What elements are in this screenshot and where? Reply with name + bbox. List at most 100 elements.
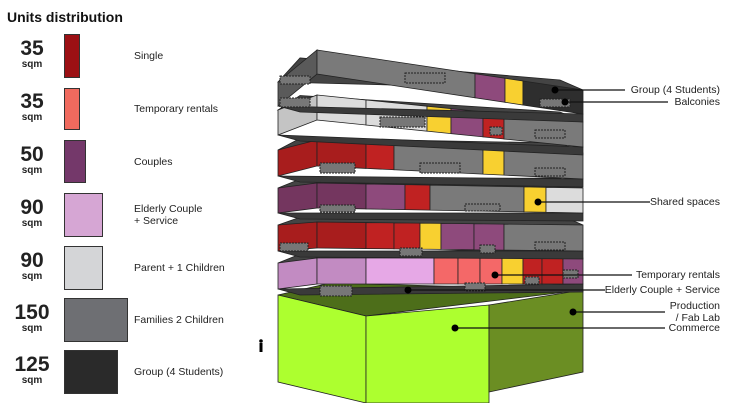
legend-size-couples: 50 sqm bbox=[4, 142, 60, 176]
legend-label-temporary: Temporary rentals bbox=[134, 103, 219, 115]
size-unit: sqm bbox=[21, 271, 43, 282]
balcony bbox=[419, 162, 461, 174]
unit-couples bbox=[474, 73, 506, 103]
legend-size-temporary: 35 sqm bbox=[4, 90, 60, 123]
legend-label-parent: Parent + 1 Children bbox=[134, 262, 225, 274]
size-value: 35 bbox=[20, 90, 44, 113]
unit-shared bbox=[504, 77, 524, 106]
size-unit: sqm bbox=[21, 218, 43, 229]
callout-dot-balconies bbox=[561, 98, 569, 106]
balcony bbox=[319, 162, 356, 174]
unit-shared bbox=[501, 257, 524, 285]
callout-dot-shared bbox=[534, 198, 542, 206]
commerce-block-front bbox=[365, 304, 490, 403]
size-value: 50 bbox=[20, 142, 44, 166]
balcony bbox=[279, 97, 311, 108]
callout-label-balconies: Balconies bbox=[674, 96, 720, 108]
balcony bbox=[562, 269, 579, 279]
legend-size-single: 35 sqm bbox=[4, 37, 60, 70]
callout-dot-group bbox=[551, 86, 559, 94]
balcony bbox=[279, 75, 311, 85]
legend-size-group: 125 sqm bbox=[4, 353, 60, 386]
unit-temporary bbox=[433, 257, 459, 285]
balcony bbox=[399, 247, 423, 257]
legend-swatch-temporary bbox=[64, 88, 80, 130]
legend-swatch-group bbox=[64, 350, 118, 394]
legend-label-couples: Couples bbox=[134, 155, 173, 168]
legend-swatch-elderly bbox=[64, 193, 103, 237]
unit-shared bbox=[523, 186, 547, 213]
legend-swatch-couples bbox=[64, 140, 86, 183]
callout-dot-temporary bbox=[491, 271, 499, 279]
callout-label-shared: Shared spaces bbox=[649, 196, 720, 208]
production-block bbox=[488, 289, 584, 393]
legend-swatch-families bbox=[64, 298, 128, 342]
unit-elderly_dark bbox=[316, 257, 367, 285]
legend-swatch-single bbox=[64, 34, 80, 78]
size-unit: sqm bbox=[21, 112, 43, 123]
legend-size-families: 150 sqm bbox=[4, 301, 60, 334]
unit-single_bright bbox=[365, 222, 395, 250]
floor-slab-1 bbox=[277, 105, 584, 123]
unit-elderly bbox=[365, 257, 435, 285]
unit-temporary bbox=[479, 257, 503, 285]
balcony bbox=[404, 72, 446, 84]
size-unit: sqm bbox=[21, 323, 43, 334]
size-value: 35 bbox=[20, 37, 44, 60]
balcony bbox=[319, 204, 356, 213]
legend-label-families: Families 2 Children bbox=[134, 314, 224, 326]
balcony bbox=[534, 241, 566, 251]
legend-label-group: Group (4 Students) bbox=[134, 366, 224, 378]
callout-label-elderly: Elderly Couple + Service bbox=[604, 284, 720, 296]
person-scale-icon bbox=[259, 339, 263, 352]
unit-temporary bbox=[457, 257, 481, 285]
size-unit: sqm bbox=[21, 375, 43, 386]
unit-couples bbox=[365, 183, 406, 211]
balcony bbox=[534, 167, 566, 177]
legend-swatch-parent bbox=[64, 246, 103, 290]
unit-elderly_dark bbox=[277, 257, 318, 290]
unit-couples_dark bbox=[277, 182, 318, 214]
unit-couples bbox=[440, 222, 475, 251]
size-value: 90 bbox=[20, 196, 44, 219]
unit-single bbox=[316, 221, 367, 249]
legend-title: Units distribution bbox=[7, 9, 123, 25]
size-value: 125 bbox=[14, 353, 50, 376]
legend-label-elderly: Elderly Couple + Service bbox=[134, 203, 203, 227]
balcony bbox=[279, 242, 309, 252]
size-unit: sqm bbox=[21, 164, 43, 176]
legend-size-parent: 90 sqm bbox=[4, 249, 60, 282]
unit-shared bbox=[482, 147, 505, 176]
unit-single_bright bbox=[365, 141, 395, 171]
unit-families bbox=[316, 49, 476, 99]
balcony bbox=[489, 126, 503, 136]
balcony bbox=[319, 285, 353, 297]
commerce-block-left bbox=[277, 294, 367, 403]
balcony bbox=[464, 203, 501, 212]
legend-label-single: Single bbox=[134, 50, 164, 62]
balcony bbox=[379, 116, 426, 128]
unit-shared bbox=[419, 222, 442, 250]
unit-single bbox=[277, 139, 318, 177]
callout-label-group: Group (4 Students) bbox=[630, 84, 720, 96]
size-unit: sqm bbox=[21, 59, 43, 70]
floor-slab-4 bbox=[277, 212, 584, 222]
size-value: 90 bbox=[20, 249, 44, 272]
unit-single_bright bbox=[541, 257, 564, 285]
callout-label-temporary: Temporary rentals bbox=[635, 269, 720, 281]
size-value: 150 bbox=[14, 301, 50, 324]
legend-size-elderly: 90 sqm bbox=[4, 196, 60, 229]
callout-dot-production bbox=[569, 308, 577, 316]
balcony bbox=[539, 98, 571, 108]
floor-slab-3 bbox=[277, 175, 584, 188]
balcony bbox=[464, 282, 486, 292]
callout-label-commerce: Commerce bbox=[668, 322, 720, 334]
callout-dot-commerce bbox=[451, 324, 459, 332]
callout-dot-elderly bbox=[404, 286, 412, 294]
unit-single_bright bbox=[404, 184, 431, 211]
floor-slab-2 bbox=[277, 134, 584, 156]
balcony bbox=[534, 129, 566, 139]
unit-single_bright bbox=[393, 222, 421, 250]
balcony bbox=[524, 276, 540, 285]
